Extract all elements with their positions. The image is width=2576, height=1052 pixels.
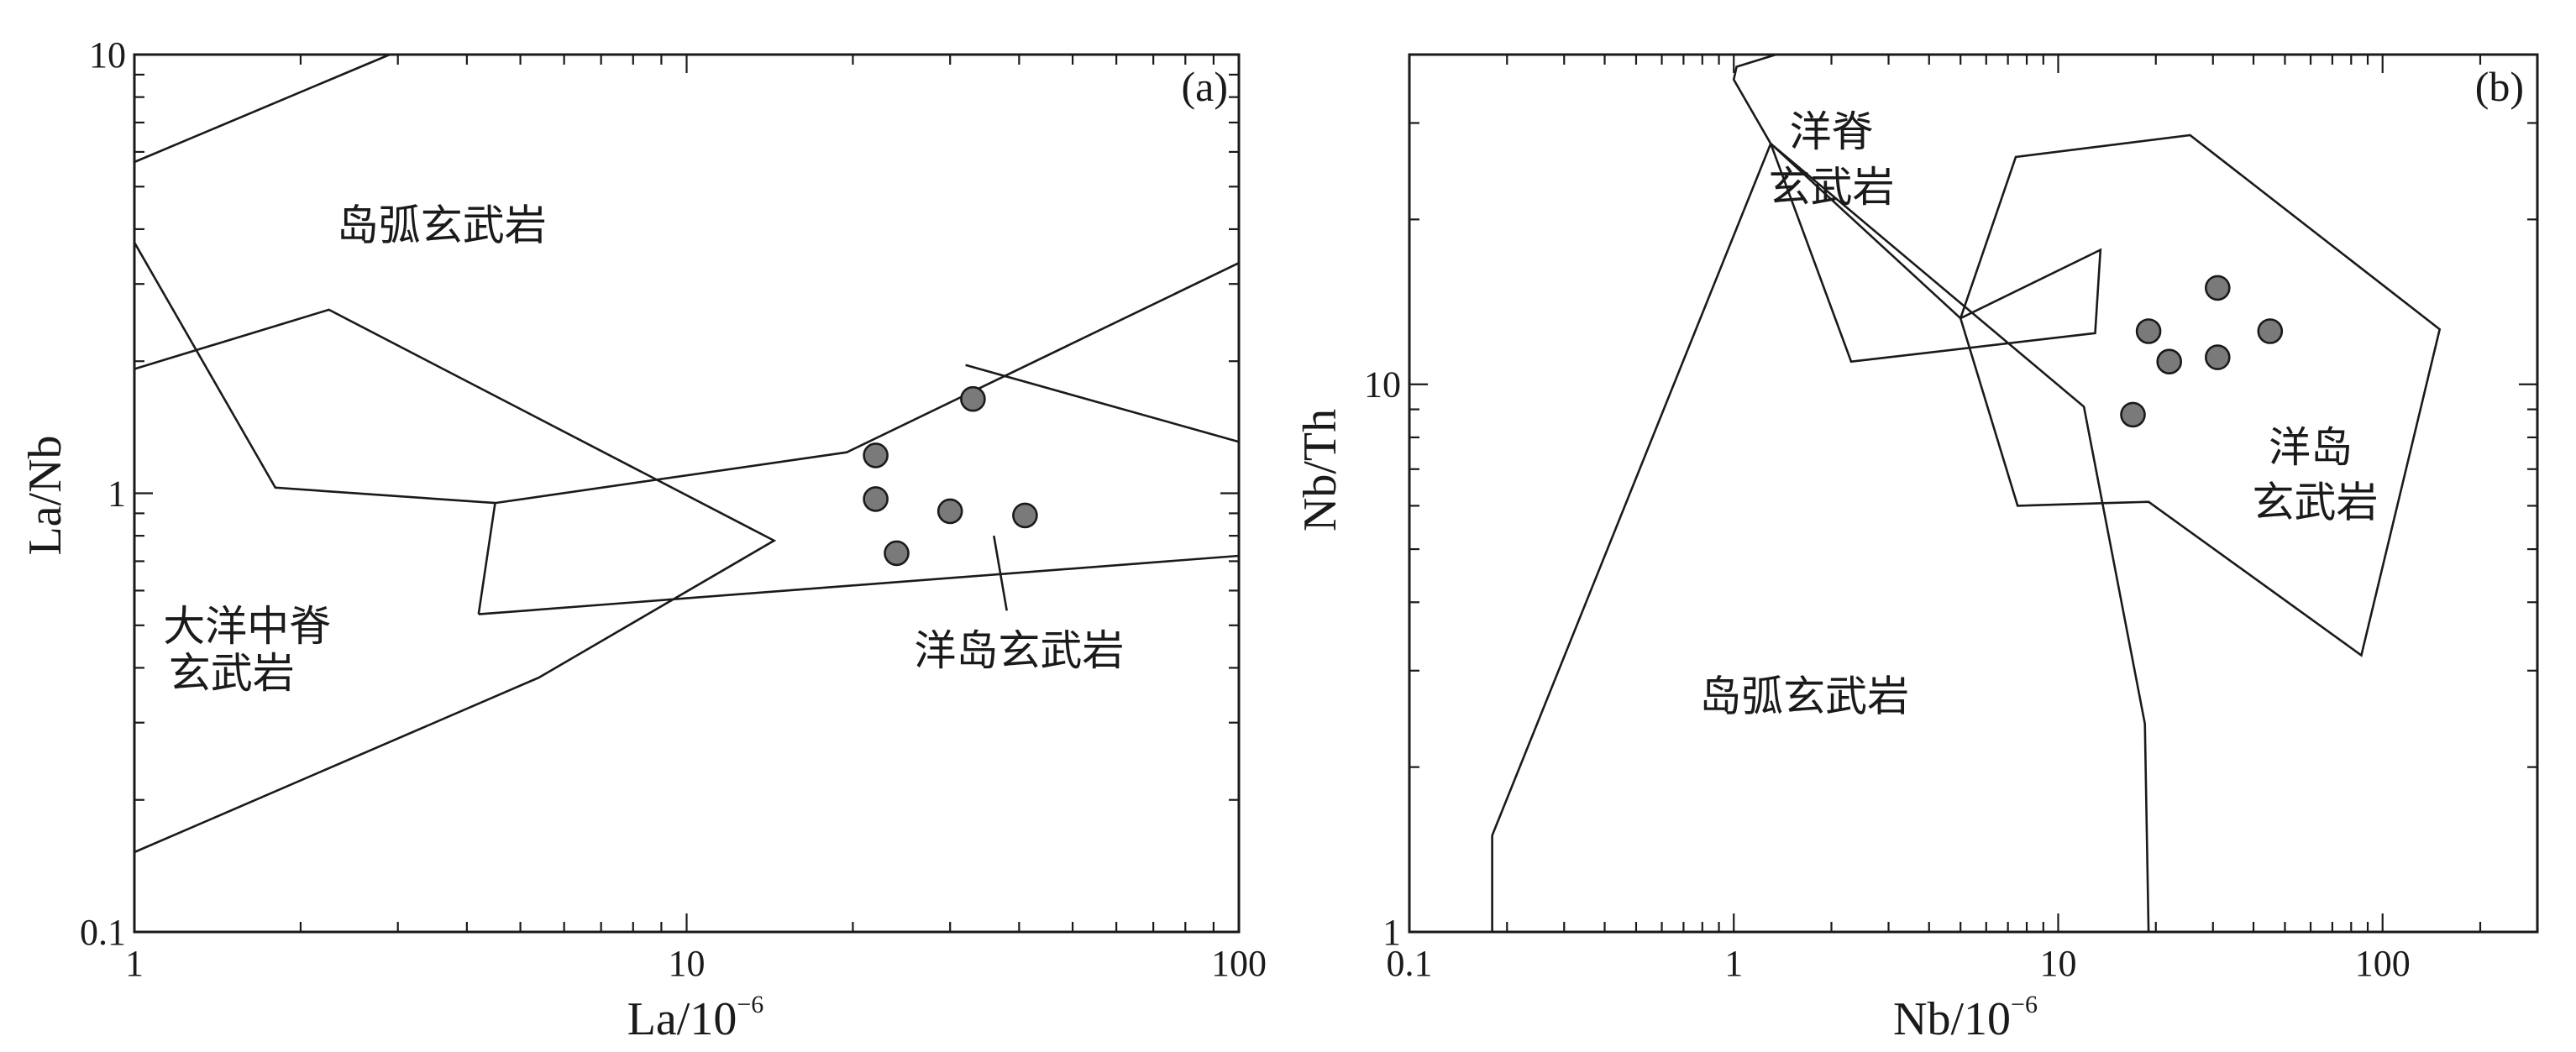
field-boundary-arc-5 bbox=[134, 53, 391, 164]
panel-a-label: (a) bbox=[1182, 63, 1229, 110]
field-boundary-oib-2 bbox=[1959, 133, 2442, 657]
region-label: 大洋中脊 bbox=[163, 602, 331, 651]
x-tick-label: 10 bbox=[669, 943, 706, 984]
panel-b-plot-frame bbox=[1408, 53, 2539, 934]
field-boundary-oib-7 bbox=[993, 535, 1008, 611]
field-boundary-arc-4 bbox=[133, 242, 496, 505]
sample-point-1 bbox=[960, 385, 986, 412]
panel-a-ticks bbox=[133, 53, 1241, 934]
field-boundary-oib-2 bbox=[477, 502, 496, 615]
field-boundary-oib-1 bbox=[478, 554, 1240, 615]
region-label: 岛弧玄武岩 bbox=[1699, 673, 1909, 721]
sample-point-3 bbox=[936, 498, 963, 525]
field-boundary-oib-0 bbox=[495, 262, 1240, 505]
y-tick-label: 1 bbox=[108, 474, 126, 515]
panel-b-y-axis-title: Nb/Th bbox=[1294, 409, 1346, 531]
sample-point-1 bbox=[2135, 318, 2162, 344]
panel-b-ticks bbox=[1408, 53, 2539, 934]
region-label: 洋岛玄武岩 bbox=[914, 626, 1124, 675]
x-tick-label: 10 bbox=[2040, 943, 2077, 984]
x-tick-label: 100 bbox=[1211, 943, 1267, 984]
region-label: 洋岛 bbox=[2269, 423, 2353, 472]
panel-b-label: (b) bbox=[2475, 63, 2524, 110]
sample-point-5 bbox=[884, 540, 910, 567]
field-boundary-morb-0 bbox=[1732, 53, 2102, 364]
panel-a-y-axis-title: La/Nb bbox=[19, 435, 71, 555]
x-tick-label: 100 bbox=[2355, 943, 2411, 984]
y-tick-label: 10 bbox=[89, 34, 126, 76]
region-label: 玄武岩 bbox=[169, 649, 295, 698]
panel-a-x-axis-title: La/10−6 bbox=[627, 991, 764, 1045]
sample-point-0 bbox=[2205, 275, 2231, 301]
x-tick-label: 0.1 bbox=[1387, 943, 1433, 984]
field-boundary-arc-3 bbox=[134, 308, 777, 854]
field-boundary-arc-6 bbox=[965, 364, 1240, 443]
panel-b-fields bbox=[1491, 53, 2442, 933]
region-label: 玄武岩 bbox=[2253, 479, 2379, 527]
panel-a-fields bbox=[133, 53, 1240, 854]
sample-point-0 bbox=[863, 442, 889, 468]
region-label: 玄武岩 bbox=[1769, 163, 1895, 212]
sample-point-4 bbox=[2205, 344, 2231, 370]
sample-point-5 bbox=[2120, 401, 2146, 428]
panel-b-x-axis-title: Nb/10−6 bbox=[1893, 991, 2038, 1045]
panel-a-plot-frame bbox=[133, 53, 1241, 934]
sample-point-2 bbox=[863, 486, 889, 512]
sample-point-2 bbox=[2257, 318, 2284, 344]
field-boundary-arc-1 bbox=[1491, 141, 2150, 933]
y-tick-label: 10 bbox=[1364, 364, 1401, 406]
panel-a-points bbox=[863, 385, 1038, 567]
sample-point-4 bbox=[1012, 502, 1038, 529]
y-tick-label: 1 bbox=[1382, 912, 1401, 953]
x-tick-label: 1 bbox=[125, 943, 144, 984]
region-label: 岛弧玄武岩 bbox=[337, 201, 547, 249]
x-tick-label: 1 bbox=[1724, 943, 1743, 984]
region-label: 洋脊 bbox=[1790, 107, 1874, 156]
panel-b-points bbox=[2120, 275, 2284, 428]
sample-point-3 bbox=[2156, 348, 2182, 375]
y-tick-label: 0.1 bbox=[80, 912, 126, 953]
